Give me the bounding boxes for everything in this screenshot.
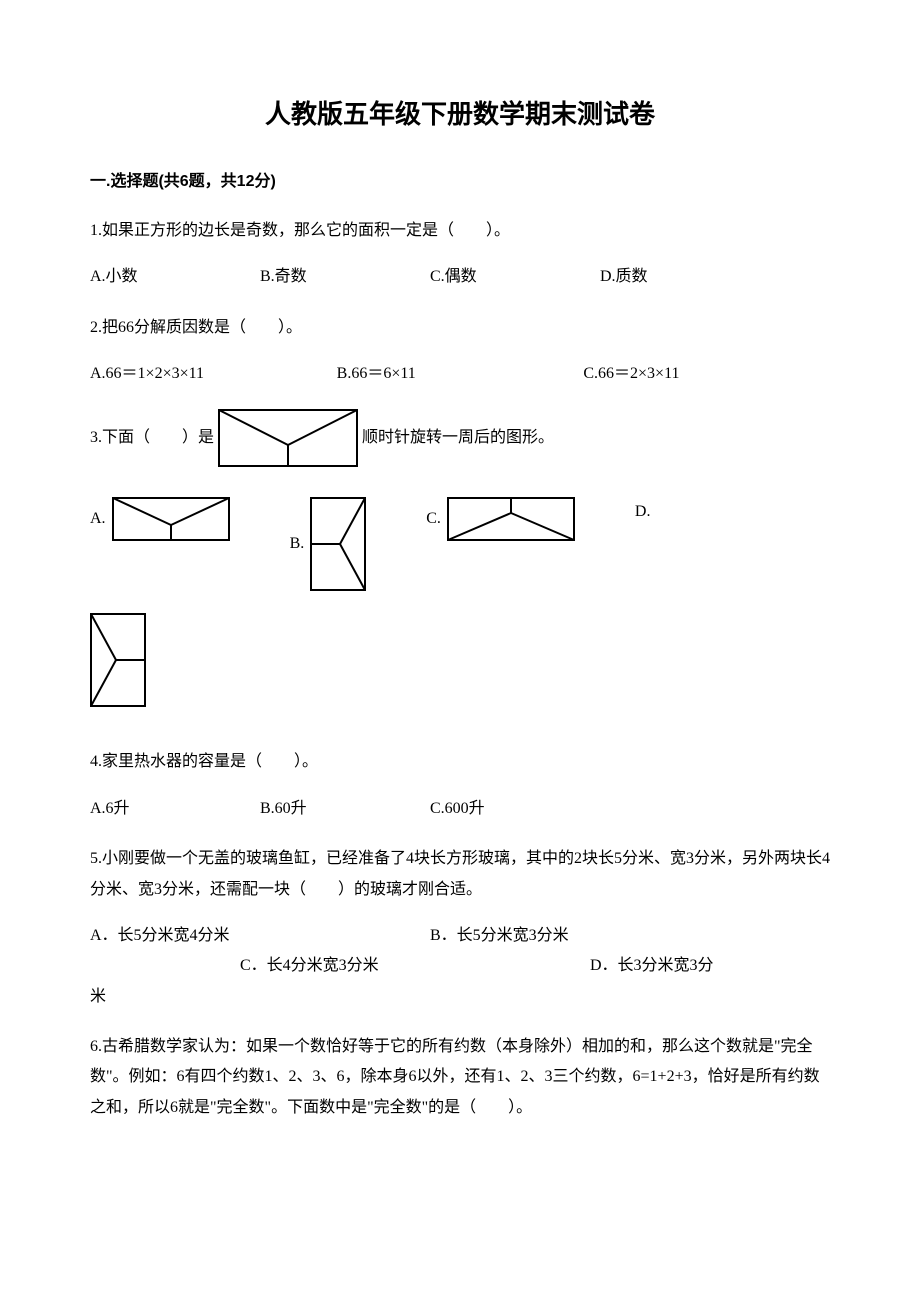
q3-fig-a <box>112 497 230 541</box>
q3-fig-c <box>447 497 575 541</box>
q3-opt-a: A. <box>90 497 230 541</box>
q3-fig-b <box>310 497 366 591</box>
q5-opt-d: D．长3分米宽3分 <box>590 951 714 981</box>
q4-opt-c: C.600升 <box>430 794 600 824</box>
q2-text: 2.把66分解质因数是（ ）。 <box>90 313 830 343</box>
q3-pre: 3.下面（ ）是 <box>90 423 214 453</box>
q5-opt-a: A．长5分米宽4分米 <box>90 921 430 951</box>
q3-opt-b: B. <box>290 497 367 591</box>
q4-opt-a: A.6升 <box>90 794 260 824</box>
q2-options: A.66＝1×2×3×11 B.66＝6×11 C.66＝2×3×11 <box>90 359 830 389</box>
q3-opt-c: C. <box>426 497 575 541</box>
q6-text: 6.古希腊数学家认为：如果一个数恰好等于它的所有约数（本身除外）相加的和，那么这… <box>90 1032 830 1123</box>
q5-opt-d-tail: 米 <box>90 982 830 1012</box>
q3-opt-a-label: A. <box>90 504 106 534</box>
question-1: 1.如果正方形的边长是奇数，那么它的面积一定是（ ）。 A.小数 B.奇数 C.… <box>90 216 830 293</box>
q1-text: 1.如果正方形的边长是奇数，那么它的面积一定是（ ）。 <box>90 216 830 246</box>
q3-post: 顺时针旋转一周后的图形。 <box>362 423 554 453</box>
q4-text: 4.家里热水器的容量是（ ）。 <box>90 747 830 777</box>
q1-opt-d: D.质数 <box>600 262 770 292</box>
q3-opt-d: D. <box>635 497 657 527</box>
q3-opt-b-label: B. <box>290 529 305 559</box>
q2-opt-a: A.66＝1×2×3×11 <box>90 359 337 389</box>
q4-options: A.6升 B.60升 C.600升 <box>90 794 830 824</box>
question-4: 4.家里热水器的容量是（ ）。 A.6升 B.60升 C.600升 <box>90 747 830 824</box>
question-2: 2.把66分解质因数是（ ）。 A.66＝1×2×3×11 B.66＝6×11 … <box>90 313 830 390</box>
q3-fig-d <box>90 613 830 707</box>
q3-options: A. B. C. <box>90 497 830 591</box>
q2-opt-c: C.66＝2×3×11 <box>583 359 830 389</box>
q5-line2-lead <box>90 951 240 981</box>
q1-options: A.小数 B.奇数 C.偶数 D.质数 <box>90 262 830 292</box>
question-3: 3.下面（ ）是 顺时针旋转一周后的图形。 A. <box>90 409 830 707</box>
q5-opt-c: C．长4分米宽3分米 <box>240 951 590 981</box>
q3-opt-c-label: C. <box>426 504 441 534</box>
q1-opt-a: A.小数 <box>90 262 260 292</box>
q3-text-line: 3.下面（ ）是 顺时针旋转一周后的图形。 <box>90 409 830 467</box>
question-5: 5.小刚要做一个无盖的玻璃鱼缸，已经准备了4块长方形玻璃，其中的2块长5分米、宽… <box>90 844 830 1012</box>
q5-text: 5.小刚要做一个无盖的玻璃鱼缸，已经准备了4块长方形玻璃，其中的2块长5分米、宽… <box>90 844 830 905</box>
q3-stem-figure <box>218 409 358 467</box>
q2-opt-b: B.66＝6×11 <box>337 359 584 389</box>
q5-options: A．长5分米宽4分米 B．长5分米宽3分米 C．长4分米宽3分米 D．长3分米宽… <box>90 921 830 1012</box>
page-title: 人教版五年级下册数学期末测试卷 <box>90 90 830 139</box>
q5-opt-b: B．长5分米宽3分米 <box>430 921 569 951</box>
section-header: 一.选择题(共6题，共12分) <box>90 167 830 197</box>
q1-opt-b: B.奇数 <box>260 262 430 292</box>
q4-opt-b: B.60升 <box>260 794 430 824</box>
question-6: 6.古希腊数学家认为：如果一个数恰好等于它的所有约数（本身除外）相加的和，那么这… <box>90 1032 830 1123</box>
q3-opt-d-label: D. <box>635 497 651 527</box>
q1-opt-c: C.偶数 <box>430 262 600 292</box>
